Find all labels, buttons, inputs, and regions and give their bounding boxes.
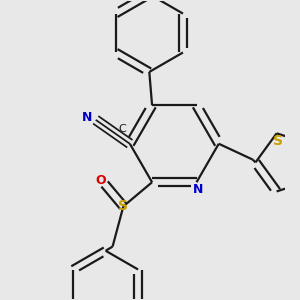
Text: C: C [118, 124, 126, 134]
Text: N: N [82, 111, 93, 124]
Text: N: N [193, 183, 203, 196]
Text: S: S [273, 134, 283, 148]
Text: S: S [118, 199, 128, 213]
Text: O: O [95, 174, 106, 187]
